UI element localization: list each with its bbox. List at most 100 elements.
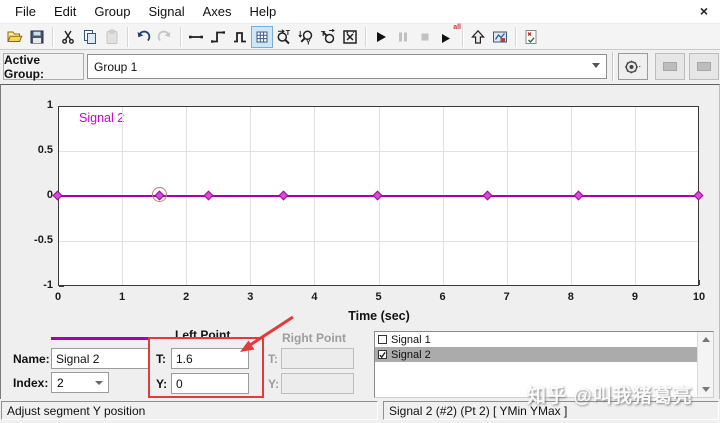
gridline-horizontal [59, 151, 698, 152]
pulse-tool-button[interactable] [229, 26, 251, 48]
x-tick-label: 6 [439, 291, 446, 303]
name-input[interactable] [51, 348, 149, 369]
x-tick-label: 9 [631, 291, 638, 303]
undo-button[interactable] [132, 26, 154, 48]
options-gear-button[interactable] [618, 53, 648, 80]
gear-icon [625, 60, 641, 73]
menu-help[interactable]: Help [249, 3, 277, 19]
zoom-t-icon: T [277, 28, 291, 44]
status-bar: Adjust segment Y position Signal 2 (#2) … [0, 399, 720, 423]
up-arrow-icon [471, 29, 485, 44]
verification-settings-button[interactable] [520, 26, 542, 48]
menu-axes[interactable]: Axes [202, 3, 232, 19]
save-floppy-icon [30, 30, 44, 43]
status-selection-info: Signal 2 (#2) (Pt 2) [ YMin YMax ] [383, 401, 719, 420]
pause-icon [399, 32, 407, 41]
left-t-label: T: [156, 352, 166, 366]
x-tick-label: 7 [503, 291, 510, 303]
svg-text:T: T [321, 31, 326, 38]
chevron-down-icon[interactable] [592, 63, 600, 68]
chevron-down-icon[interactable] [95, 381, 103, 385]
toolbar-separator [365, 26, 366, 47]
signal-checklist[interactable]: Signal 1 Signal 2 [374, 331, 714, 398]
right-y-label: Y: [268, 377, 280, 391]
active-group-label: Active Group: [3, 53, 84, 81]
x-tick-label: 5 [375, 291, 382, 303]
toolbar-separator [462, 26, 463, 47]
checkbox-checked-icon[interactable] [378, 350, 387, 359]
index-combobox[interactable]: 2 [51, 372, 109, 393]
scissors-icon [62, 30, 74, 44]
scrollbar-up-icon[interactable] [702, 337, 710, 342]
scope-snapshot-button[interactable] [489, 26, 511, 48]
zoom-y-icon: Y [298, 30, 313, 45]
menu-bar: File Edit Group Signal Axes Help × [0, 0, 720, 24]
menu-edit[interactable]: Edit [53, 3, 77, 19]
left-y-input[interactable] [171, 373, 249, 394]
cut-button[interactable] [57, 26, 79, 48]
menu-file[interactable]: File [15, 3, 36, 19]
x-tick-label: 4 [311, 291, 318, 303]
annotation-rectangle [148, 337, 264, 398]
menu-group[interactable]: Group [94, 3, 131, 19]
right-point-title: Right Point [282, 331, 346, 345]
fit-view-button[interactable] [339, 26, 361, 48]
menu-signal[interactable]: Signal [148, 3, 185, 19]
checkbox-unchecked-icon[interactable] [378, 335, 387, 344]
grid-icon [256, 31, 268, 42]
x-tick-label: 8 [567, 291, 574, 303]
list-item[interactable]: Signal 2 [375, 347, 697, 362]
scrollbar-down-icon[interactable] [702, 387, 710, 392]
x-tick-label: 3 [247, 291, 254, 303]
x-tick-label: 10 [692, 291, 706, 303]
stop-icon [421, 33, 429, 40]
copy-button[interactable] [79, 26, 101, 48]
left-t-input[interactable] [171, 348, 249, 369]
signal-list-rows: Signal 1 Signal 2 [375, 332, 713, 362]
selected-point-ring [151, 187, 167, 202]
y-tick-mark [59, 106, 64, 107]
y-tick-mark [59, 286, 64, 287]
active-group-value: Group 1 [94, 59, 138, 74]
y-tick-label: 0.5 [37, 144, 53, 156]
zoom-y-button[interactable]: Y [295, 26, 317, 48]
run-button[interactable] [370, 26, 392, 48]
save-button[interactable] [26, 26, 48, 48]
right-y-input [281, 373, 354, 394]
open-button[interactable] [4, 26, 26, 48]
scrollbar[interactable] [697, 332, 713, 397]
y-tick-label: -0.5 [34, 234, 53, 246]
play-icon [377, 31, 386, 42]
x-tick-label: 2 [183, 291, 190, 303]
x-axis-label: Time (sec) [348, 309, 410, 323]
run-all-button[interactable]: all [436, 24, 461, 48]
right-t-input [281, 348, 354, 369]
undo-icon [137, 30, 151, 41]
pulse-icon [234, 31, 246, 42]
zoom-xy-button[interactable]: T [317, 26, 339, 48]
disabled-panel-icon [697, 62, 711, 71]
group-row-separator [612, 52, 613, 81]
left-y-label: Y: [156, 377, 168, 391]
watermark: 知乎 @叫我猪葛亮 [527, 386, 693, 407]
step-tool-button[interactable] [207, 26, 229, 48]
copy-icon [84, 29, 96, 44]
x-tick-label: 0 [54, 291, 62, 303]
parent-up-button[interactable] [467, 26, 489, 48]
right-t-label: T: [268, 352, 278, 366]
x-tick-mark [699, 280, 700, 285]
plot-region: Signal 2 Time (sec) 0 1 2 3 4 5 6 7 8 9 10 1 0.5 0 -0.… [1, 85, 720, 400]
list-item[interactable]: Signal 1 [375, 332, 697, 347]
grid-toggle-button[interactable] [251, 25, 273, 48]
active-group-combobox[interactable]: Group 1 [87, 54, 607, 79]
group-panel-button-1 [655, 53, 685, 80]
flat-line-tool-button[interactable] [185, 26, 207, 48]
status-message: Adjust segment Y position [1, 401, 378, 420]
redo-button [154, 26, 176, 48]
legend-line-sample [51, 337, 149, 340]
zoom-t-button[interactable]: T [273, 26, 295, 48]
close-icon[interactable]: × [699, 3, 708, 19]
fit-view-icon [343, 29, 357, 44]
toolbar-separator [52, 26, 53, 47]
